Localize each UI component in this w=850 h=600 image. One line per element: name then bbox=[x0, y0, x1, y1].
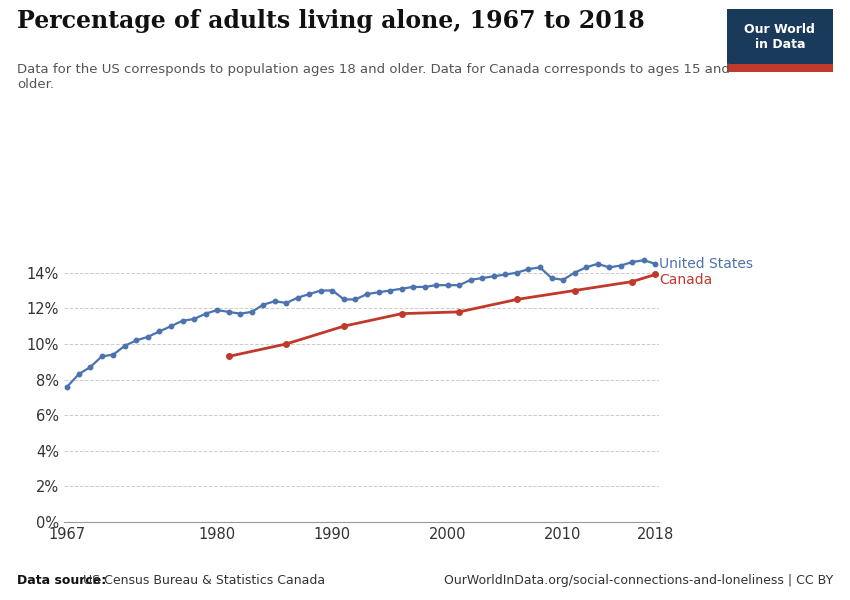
Text: Canada: Canada bbox=[659, 273, 712, 287]
Text: Data source:: Data source: bbox=[17, 574, 106, 587]
Text: United States: United States bbox=[659, 257, 753, 271]
Text: US Census Bureau & Statistics Canada: US Census Bureau & Statistics Canada bbox=[79, 574, 326, 587]
Text: Our World
in Data: Our World in Data bbox=[745, 23, 815, 50]
Text: OurWorldInData.org/social-connections-and-loneliness | CC BY: OurWorldInData.org/social-connections-an… bbox=[444, 574, 833, 587]
Text: Percentage of adults living alone, 1967 to 2018: Percentage of adults living alone, 1967 … bbox=[17, 9, 645, 33]
Text: Data for the US corresponds to population ages 18 and older. Data for Canada cor: Data for the US corresponds to populatio… bbox=[17, 63, 730, 91]
